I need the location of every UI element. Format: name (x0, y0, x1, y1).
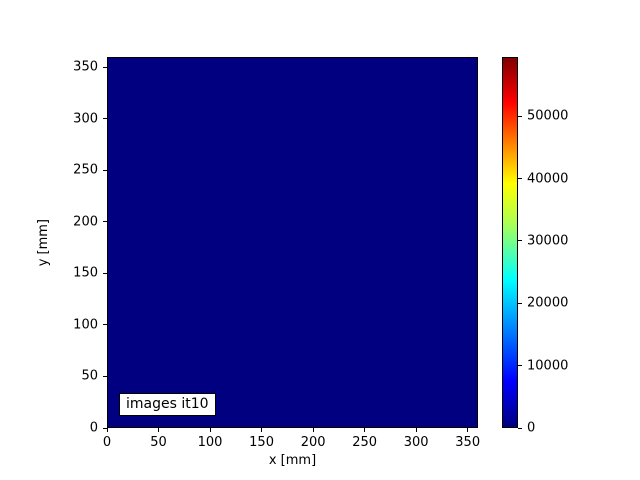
y-axis-ticks: 0 50 100 150 200 250 300 350 (0, 57, 107, 435)
y-tick-mark (103, 375, 107, 377)
y-tick-label: 300 (73, 111, 98, 127)
colorbar-ticks: 0 10000 20000 30000 40000 50000 (518, 57, 588, 435)
x-tick-label: 100 (197, 435, 223, 450)
colorbar (502, 57, 518, 428)
x-tick-label: 0 (102, 435, 112, 450)
cb-tick-label: 40000 (527, 171, 569, 187)
x-axis-ticks: 0 50 100 150 200 250 300 350 (103, 428, 481, 454)
cb-tick-label: 20000 (527, 295, 569, 311)
x-tick-label: 200 (300, 435, 326, 450)
y-tick-mark (103, 66, 107, 68)
y-tick-label: 50 (81, 368, 98, 384)
x-axis-label: x [mm] (268, 453, 317, 468)
annotation-text: images it10 (126, 396, 209, 412)
x-tick-mark (415, 428, 417, 432)
cb-tick-label: 0 (527, 420, 536, 436)
x-tick-mark (364, 428, 366, 432)
y-tick-mark (103, 427, 107, 429)
cb-tick-label: 50000 (527, 108, 569, 124)
cb-tick-mark (518, 178, 522, 180)
x-tick-label: 300 (403, 435, 429, 450)
annotation-box: images it10 (119, 393, 216, 416)
y-tick-mark (103, 118, 107, 120)
x-tick-mark (158, 428, 160, 432)
cb-tick-mark (518, 302, 522, 304)
x-tick-mark (261, 428, 263, 432)
y-tick-mark (103, 324, 107, 326)
cb-tick-mark (518, 365, 522, 367)
y-tick-mark (103, 221, 107, 223)
y-tick-label: 0 (89, 420, 98, 436)
y-tick-label: 350 (73, 59, 98, 75)
y-axis-label: y [mm] (35, 218, 51, 267)
x-tick-mark (312, 428, 314, 432)
x-tick-label: 150 (249, 435, 274, 450)
x-tick-mark (467, 428, 469, 432)
cb-tick-mark (518, 240, 522, 242)
y-tick-label: 250 (73, 162, 98, 178)
x-tick-label: 350 (455, 435, 481, 450)
cb-tick-label: 10000 (527, 358, 569, 374)
heatmap-plot-area: images it10 (107, 57, 478, 428)
cb-tick-mark (518, 427, 522, 429)
cb-tick-label: 30000 (527, 233, 569, 249)
y-tick-label: 200 (73, 214, 98, 230)
x-tick-label: 50 (150, 435, 167, 450)
x-tick-mark (106, 428, 108, 432)
y-tick-mark (103, 169, 107, 171)
y-tick-label: 100 (73, 317, 98, 333)
x-tick-label: 250 (352, 435, 378, 450)
y-tick-label: 150 (73, 265, 98, 281)
y-tick-mark (103, 272, 107, 274)
cb-tick-mark (518, 115, 522, 117)
x-tick-mark (209, 428, 211, 432)
